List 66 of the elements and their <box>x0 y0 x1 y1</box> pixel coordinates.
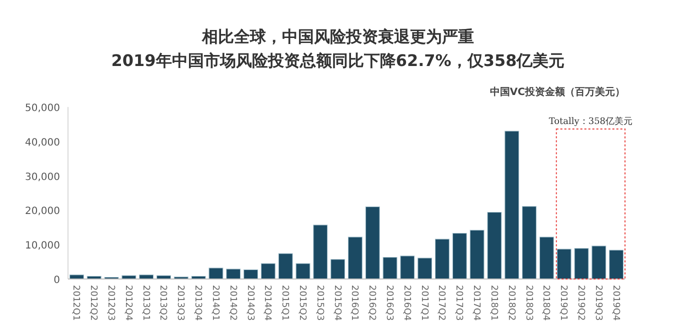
x-tick-label: 2017Q3 <box>454 285 464 321</box>
bar <box>539 236 554 280</box>
x-tick-label: 2016Q2 <box>366 285 377 321</box>
x-tick-label: 2012Q2 <box>88 285 98 321</box>
x-tick-label: 2015Q1 <box>280 285 290 321</box>
annotation: Totally：358亿美元 <box>548 116 633 127</box>
x-tick-label: 2015Q2 <box>296 285 307 321</box>
bar <box>574 248 589 280</box>
bar <box>348 236 362 280</box>
x-tick-label: 2018Q1 <box>488 285 498 321</box>
bar <box>522 206 537 280</box>
x-tick-label: 2016Q4 <box>401 285 412 321</box>
bar <box>244 269 258 280</box>
x-tick-label: 2018Q3 <box>523 285 534 321</box>
x-tick-label: 2016Q3 <box>384 285 394 321</box>
bar <box>400 256 415 280</box>
x-tick-label: 2017Q4 <box>471 285 482 321</box>
x-tick-label: 2015Q3 <box>314 285 324 321</box>
bar <box>418 258 432 280</box>
bar <box>434 238 450 280</box>
x-tick-label: 2016Q1 <box>349 285 360 321</box>
y-tick-label: 0 <box>54 275 60 286</box>
bar <box>504 130 520 280</box>
bar <box>470 230 484 280</box>
x-tick-label: 2014Q4 <box>262 285 272 321</box>
x-tick-label: 2018Q2 <box>506 285 516 321</box>
y-tick-label: 20,000 <box>25 206 60 218</box>
x-tick-label: 2012Q1 <box>70 285 81 321</box>
x-tick-label: 2014Q1 <box>210 285 220 321</box>
x-tick-label: 2013Q1 <box>140 285 150 321</box>
bar <box>365 206 380 280</box>
bar <box>592 246 606 280</box>
x-tick-label: 2012Q3 <box>106 285 116 321</box>
bar <box>208 268 224 280</box>
bar <box>313 224 328 280</box>
bar <box>609 250 624 280</box>
x-tick-label: 2013Q2 <box>158 285 168 321</box>
x-tick-label: 2014Q3 <box>244 285 255 321</box>
x-tick-label: 2015Q4 <box>332 285 342 321</box>
bar <box>260 263 276 280</box>
x-tick-label: 2013Q4 <box>192 285 203 321</box>
chart-subtitle: 2019年中国市场风险投资总额同比下降62.7%，仅358亿美元 <box>111 51 565 70</box>
x-tick-label: 2019Q3 <box>592 285 603 321</box>
x-tick-label: 2012Q4 <box>122 285 133 321</box>
y-tick-label: 40,000 <box>25 137 60 148</box>
x-tick-label: 2018Q4 <box>540 285 551 321</box>
x-tick-label: 2013Q3 <box>175 285 186 321</box>
x-tick-label: 2019Q2 <box>575 285 586 321</box>
bar <box>452 232 467 280</box>
bar <box>556 248 572 280</box>
bar <box>382 257 398 280</box>
y-tick-label: 10,000 <box>25 240 60 252</box>
bar <box>278 253 293 280</box>
x-tick-label: 2014Q2 <box>227 285 238 321</box>
y-axis-title: 中国VC投资金额（百万美元） <box>490 86 625 98</box>
x-tick-label: 2019Q1 <box>558 285 568 321</box>
x-tick-label: 2017Q2 <box>436 285 446 321</box>
bar <box>226 268 241 280</box>
bar <box>487 212 502 280</box>
x-tick-label: 2017Q1 <box>418 285 429 321</box>
chart-title: 相比全球，中国风险投资衰退更为严重 <box>201 27 474 46</box>
y-tick-label: 30,000 <box>25 172 60 183</box>
bar <box>296 263 310 280</box>
bar <box>330 259 346 280</box>
y-tick-label: 50,000 <box>25 103 60 114</box>
x-tick-label: 2019Q4 <box>610 285 620 321</box>
